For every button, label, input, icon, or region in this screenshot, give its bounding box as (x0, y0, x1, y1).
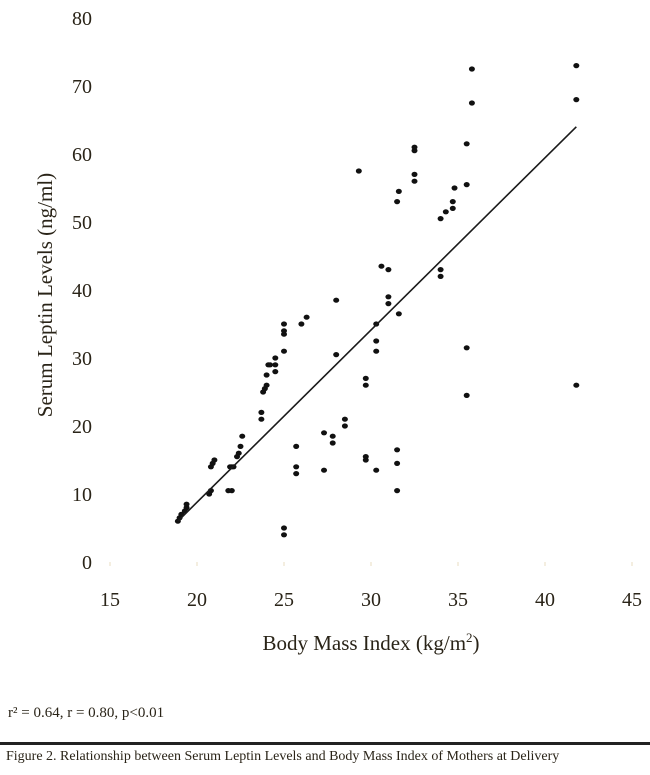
data-points (174, 63, 580, 538)
data-point (463, 141, 470, 147)
data-point (362, 375, 369, 381)
data-point (321, 430, 328, 436)
data-point (228, 488, 235, 494)
x-tick-label: 45 (622, 589, 642, 611)
data-point (411, 144, 418, 150)
data-point (385, 267, 392, 273)
y-tick-label: 20 (72, 416, 92, 438)
data-point (451, 185, 458, 191)
data-point (298, 321, 305, 327)
data-point (237, 443, 244, 449)
data-point (258, 409, 265, 415)
data-point (281, 532, 287, 538)
data-point (281, 348, 287, 354)
data-point (293, 471, 300, 477)
data-point (272, 362, 279, 368)
data-point (395, 188, 402, 194)
data-point (395, 311, 402, 317)
data-point (267, 362, 274, 368)
data-point (573, 63, 580, 69)
data-point (442, 209, 449, 215)
data-point (281, 525, 287, 531)
x-tick-label: 25 (274, 589, 294, 611)
data-point (362, 454, 369, 460)
data-point (341, 423, 348, 429)
data-point (373, 338, 380, 344)
y-tick-label: 60 (72, 144, 92, 166)
x-axis-label-end: ) (473, 631, 480, 655)
data-point (468, 66, 475, 72)
y-tick-label: 40 (72, 280, 92, 302)
data-point (573, 382, 580, 388)
data-point (362, 382, 369, 388)
data-point (437, 216, 444, 222)
caption-divider (0, 742, 650, 745)
data-point (263, 382, 270, 388)
data-point (321, 467, 328, 473)
statistics-annotation: r² = 0.64, r = 0.80, p<0.01 (8, 705, 165, 721)
data-point (468, 100, 475, 106)
data-point (211, 457, 218, 463)
x-tick-label: 15 (100, 589, 120, 611)
data-point (333, 297, 340, 303)
data-point (385, 294, 392, 300)
data-point (437, 273, 444, 279)
data-point (463, 182, 470, 188)
y-tick-label: 50 (72, 212, 92, 234)
data-point (272, 369, 279, 375)
data-point (355, 168, 362, 174)
data-point (333, 352, 340, 358)
data-point (463, 392, 470, 398)
data-point (463, 345, 470, 351)
data-point (272, 355, 279, 361)
data-point (281, 321, 287, 327)
y-tick-labels: 0 10 20 30 40 50 60 70 80 (72, 8, 92, 574)
y-axis-label: Serum Leptin Levels (ng/ml) (33, 173, 57, 417)
x-axis-label-main: Body Mass Index (kg/m (262, 631, 466, 655)
data-point (373, 348, 380, 354)
data-point (449, 199, 456, 205)
y-tick-label: 30 (72, 348, 92, 370)
data-point (293, 443, 300, 449)
data-point (235, 450, 242, 456)
y-tick-label: 70 (72, 76, 92, 98)
data-point (411, 178, 418, 184)
x-tick-label: 30 (361, 589, 381, 611)
figure-caption: Figure 2. Relationship between Serum Lep… (6, 749, 560, 764)
data-point (258, 416, 265, 422)
data-point (293, 464, 300, 470)
x-tick-label: 20 (187, 589, 207, 611)
data-point (411, 171, 418, 177)
x-tick-label: 40 (535, 589, 555, 611)
x-tick-label: 35 (448, 589, 468, 611)
data-point (573, 97, 580, 103)
data-point (437, 267, 444, 273)
data-point (239, 433, 246, 439)
data-point (329, 440, 336, 446)
data-point (385, 301, 392, 307)
y-tick-label: 10 (72, 484, 92, 506)
data-point (263, 372, 270, 378)
data-point (394, 460, 401, 466)
scatter-chart: 0 10 20 30 40 50 60 70 80 15 20 25 30 35 40 45 Serum L… (33, 8, 642, 655)
data-point (281, 328, 287, 334)
data-point (329, 433, 336, 439)
data-point (378, 263, 385, 269)
regression-line (177, 126, 577, 522)
data-point (394, 447, 401, 453)
x-axis-label-sup: 2 (466, 630, 473, 645)
data-point (394, 199, 401, 205)
data-point (303, 314, 310, 320)
x-tick-labels: 15 20 25 30 35 40 45 (100, 562, 642, 611)
data-point (449, 205, 456, 211)
data-point (394, 488, 401, 494)
data-point (183, 501, 190, 507)
y-tick-label: 80 (72, 8, 92, 30)
x-axis-label: Body Mass Index (kg/m2) (262, 630, 479, 655)
data-point (341, 416, 348, 422)
y-tick-label: 0 (82, 552, 92, 574)
data-point (373, 467, 380, 473)
